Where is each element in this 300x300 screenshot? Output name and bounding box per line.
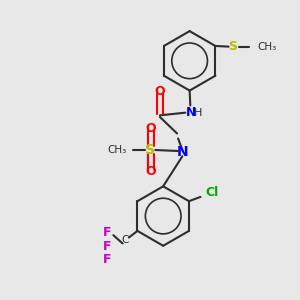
Text: F: F [103, 253, 111, 266]
Text: N: N [177, 145, 189, 159]
Text: C: C [121, 235, 129, 245]
Text: N: N [186, 106, 196, 118]
Text: S: S [228, 40, 237, 53]
Text: CH₃: CH₃ [108, 145, 127, 155]
Text: O: O [154, 85, 165, 98]
Text: H: H [194, 108, 203, 118]
Text: F: F [103, 226, 111, 239]
Text: Cl: Cl [206, 186, 219, 199]
Text: F: F [103, 240, 111, 253]
Text: O: O [145, 122, 156, 135]
Text: O: O [145, 165, 156, 178]
Text: CH₃: CH₃ [257, 42, 276, 52]
Text: S: S [145, 143, 155, 157]
